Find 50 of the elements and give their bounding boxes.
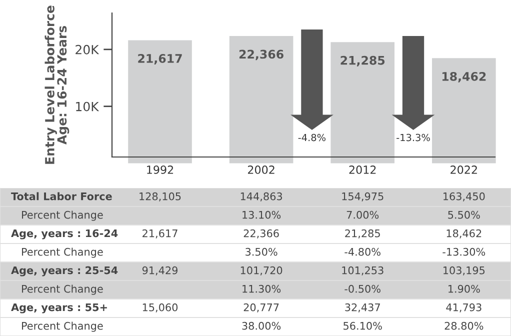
text: 128,105 (140, 192, 181, 202)
text: 21,617 (142, 229, 178, 238)
text: -0.50% (344, 284, 380, 293)
data-label: 18,462 (442, 72, 486, 82)
text: Percent Change (22, 284, 103, 295)
text: 28.80% (444, 322, 484, 330)
data-label: 21,285 (340, 56, 385, 66)
y-tick-label: 10K (76, 102, 100, 112)
text: 154,975 (342, 192, 384, 202)
text: 21,285 (345, 229, 380, 238)
text: 7.00% (346, 210, 379, 219)
text: Percent Change (22, 210, 103, 221)
text: 32,437 (345, 303, 380, 312)
text: Age, years : 55+ (11, 303, 107, 314)
text: 41,793 (446, 303, 482, 312)
data-label: 21,617 (138, 54, 182, 64)
text: 163,450 (444, 192, 485, 202)
annotation: -13.3% (396, 134, 430, 142)
text: 3.50% (246, 248, 278, 256)
x-tick-label: 2012 (349, 166, 376, 174)
text: Total Labor Force (11, 192, 112, 200)
text: 101,253 (342, 266, 384, 276)
text: 103,195 (444, 266, 485, 276)
annotation: -4.8% (298, 134, 326, 142)
text: 20,777 (244, 303, 279, 312)
text: Percent Change (22, 322, 103, 332)
text: -4.80% (344, 248, 380, 256)
x-tick-label: 2002 (248, 166, 274, 174)
text: 13.10% (242, 210, 281, 219)
x-tick-label: 1992 (147, 166, 174, 174)
text: Percent Change (22, 248, 103, 258)
data-label: 22,366 (239, 50, 284, 60)
text: 22,366 (244, 229, 279, 238)
text: Age, years : 25-54 (11, 266, 118, 276)
text: 91,429 (142, 266, 178, 276)
text: 1.90% (448, 284, 480, 293)
text: 56.10% (344, 322, 382, 330)
text: 18,462 (446, 229, 482, 238)
text: Age, years : 16-24 (11, 229, 118, 240)
y-tick-label: 20K (76, 44, 100, 54)
bar (128, 40, 192, 164)
text: 11.30% (242, 284, 281, 293)
text: 15,060 (142, 303, 178, 312)
text: 101,720 (240, 266, 282, 276)
x-tick-label: 2022 (450, 166, 477, 174)
text: 5.50% (448, 210, 480, 219)
text: -13.30% (442, 248, 486, 256)
y-axis-title: Entry Level Laborforce Age: 16-24 Years (44, 6, 70, 164)
text: 38.00% (242, 322, 281, 330)
text: 144,863 (240, 192, 282, 202)
